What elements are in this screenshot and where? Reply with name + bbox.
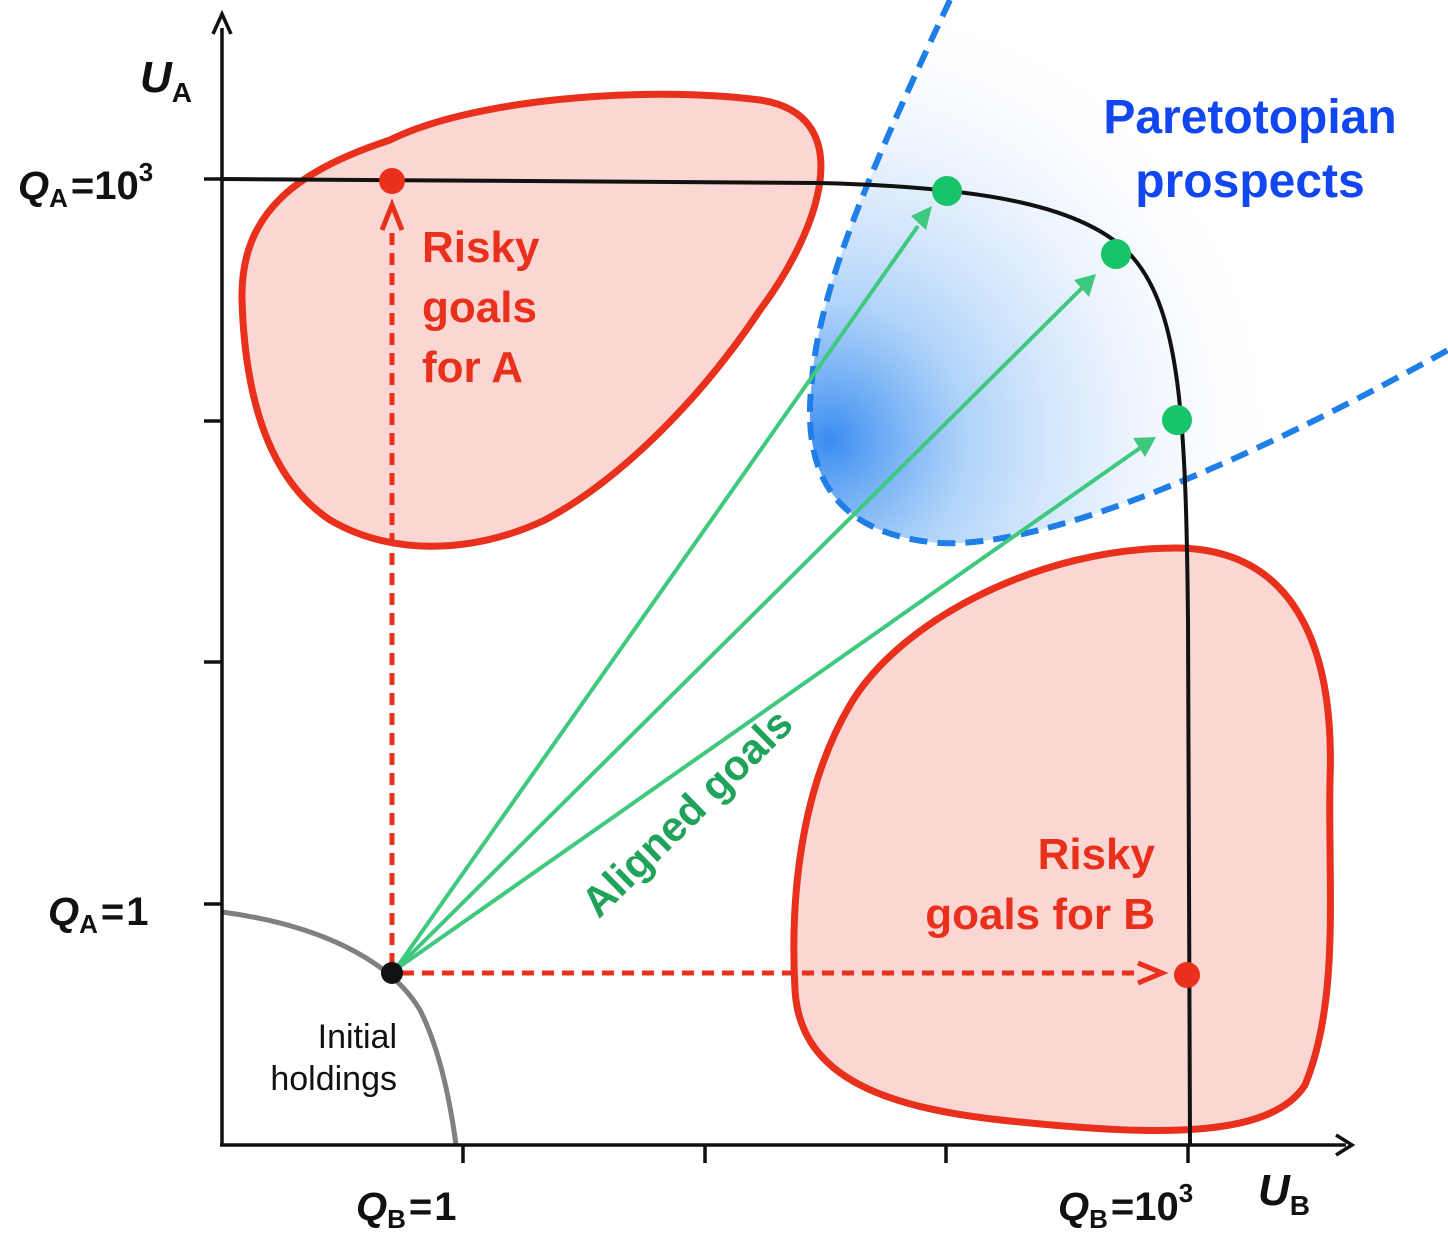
aligned-arrow-head [1074, 274, 1096, 297]
aligned-goal-point [1162, 405, 1192, 435]
y-tick-label-top: QA=103 [18, 157, 153, 213]
x-axis-arrowhead [1335, 1133, 1356, 1157]
aligned-arrow-head [911, 206, 932, 230]
paretotopian-boundary [806, 0, 1448, 547]
paretotopian-label-line2: prospects [1135, 155, 1364, 208]
risky-arrow-a-head [379, 198, 405, 231]
aligned-goal-point [1101, 239, 1131, 269]
risky-a-label-line3: for A [422, 343, 523, 392]
risky-region-b [790, 544, 1334, 1134]
initial-holdings-curve [221, 909, 459, 1146]
aligned-arrow-head [1133, 437, 1156, 457]
y-tick-label-bottom: QA=1 [48, 890, 149, 939]
aligned-arrow [393, 224, 920, 972]
risky-goal-point-b [1174, 962, 1200, 988]
risky-b-label-line1: Risky [1038, 830, 1156, 879]
initial-holdings-line2: holdings [270, 1060, 397, 1098]
aligned-goal-point [932, 176, 962, 206]
aligned-goals-label: Aligned goals [572, 699, 801, 926]
risky-arrow-b-head [1137, 960, 1169, 986]
x-tick-label-right: QB=103 [1058, 1178, 1193, 1234]
risky-region-a [238, 90, 825, 550]
y-axis-arrowhead [211, 9, 233, 35]
paretotopian-label-line1: Paretotopian [1103, 91, 1396, 144]
risky-b-label-line2: goals for B [925, 890, 1155, 939]
risky-a-label-line2: goals [422, 283, 537, 332]
initial-holdings-line1: Initial [318, 1018, 397, 1056]
risky-goal-point-a [379, 168, 405, 194]
paretotopian-region [809, 0, 1448, 544]
y-axis-label: UA [140, 53, 192, 108]
initial-holdings-point [381, 962, 403, 984]
aligned-arrow [393, 446, 1142, 972]
risky-a-label-line1: Risky [422, 223, 540, 272]
x-axis-label: UB [1258, 1166, 1310, 1221]
x-tick-label-left: QB=1 [356, 1185, 457, 1234]
aligned-arrow [393, 286, 1084, 972]
